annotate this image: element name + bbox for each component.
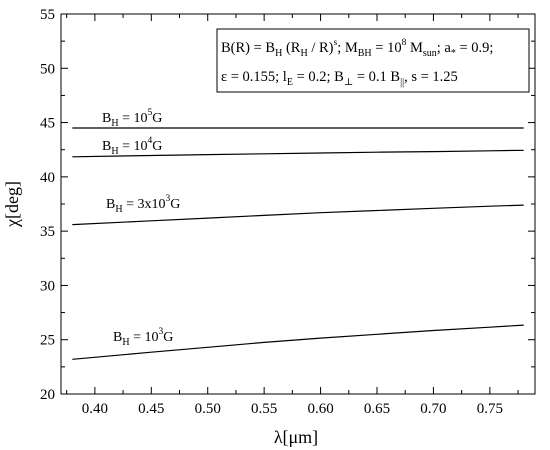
y-tick-label: 55 [40, 7, 55, 23]
series-line-3 [72, 324, 524, 360]
x-tick-label: 0.60 [307, 401, 333, 417]
x-tick-label: 0.50 [195, 401, 221, 417]
x-tick-label: 0.55 [251, 401, 277, 417]
series-label-1e3: BH = 103G [113, 327, 173, 348]
annotation-box: B(R) = BH (RH / R)s; MBH = 108 Msun; a* … [216, 28, 530, 93]
y-tick-label: 45 [40, 116, 55, 132]
x-tick-label: 0.70 [420, 401, 446, 417]
y-tick-label: 35 [40, 224, 55, 240]
y-tick-label: 30 [40, 278, 55, 294]
series-group [72, 127, 524, 360]
x-tick-label: 0.75 [477, 401, 503, 417]
y-tick-label: 40 [40, 170, 55, 186]
x-tick-label: 0.45 [138, 401, 164, 417]
series-line-1 [72, 149, 524, 158]
series-label-1e5: BH = 105G [102, 108, 162, 129]
series-line-2 [72, 204, 524, 226]
series-label-group: BH = 105G BH = 104G BH = 3x103G BH = 103… [102, 108, 180, 348]
y-tick-label: 25 [40, 333, 55, 349]
y-tick-label: 50 [40, 61, 55, 77]
x-tick-label: 0.65 [364, 401, 390, 417]
annotation-line-2: ε = 0.155; lE = 0.2; B⊥ = 0.1 B||, s = 1… [221, 69, 458, 88]
y-axis-label: χ[deg] [2, 181, 22, 228]
x-tick-label: 0.40 [82, 401, 108, 417]
y-tick-label: 20 [40, 387, 55, 403]
annotation-frame [216, 28, 530, 93]
series-label-1e4: BH = 104G [102, 136, 162, 157]
tick-group: 0.40 0.45 0.50 0.55 0.60 0.65 0.70 0.75 20 25 30 35… [40, 7, 535, 417]
x-axis-label: λ[μm] [274, 427, 318, 447]
series-label-3e3: BH = 3x103G [106, 194, 180, 215]
